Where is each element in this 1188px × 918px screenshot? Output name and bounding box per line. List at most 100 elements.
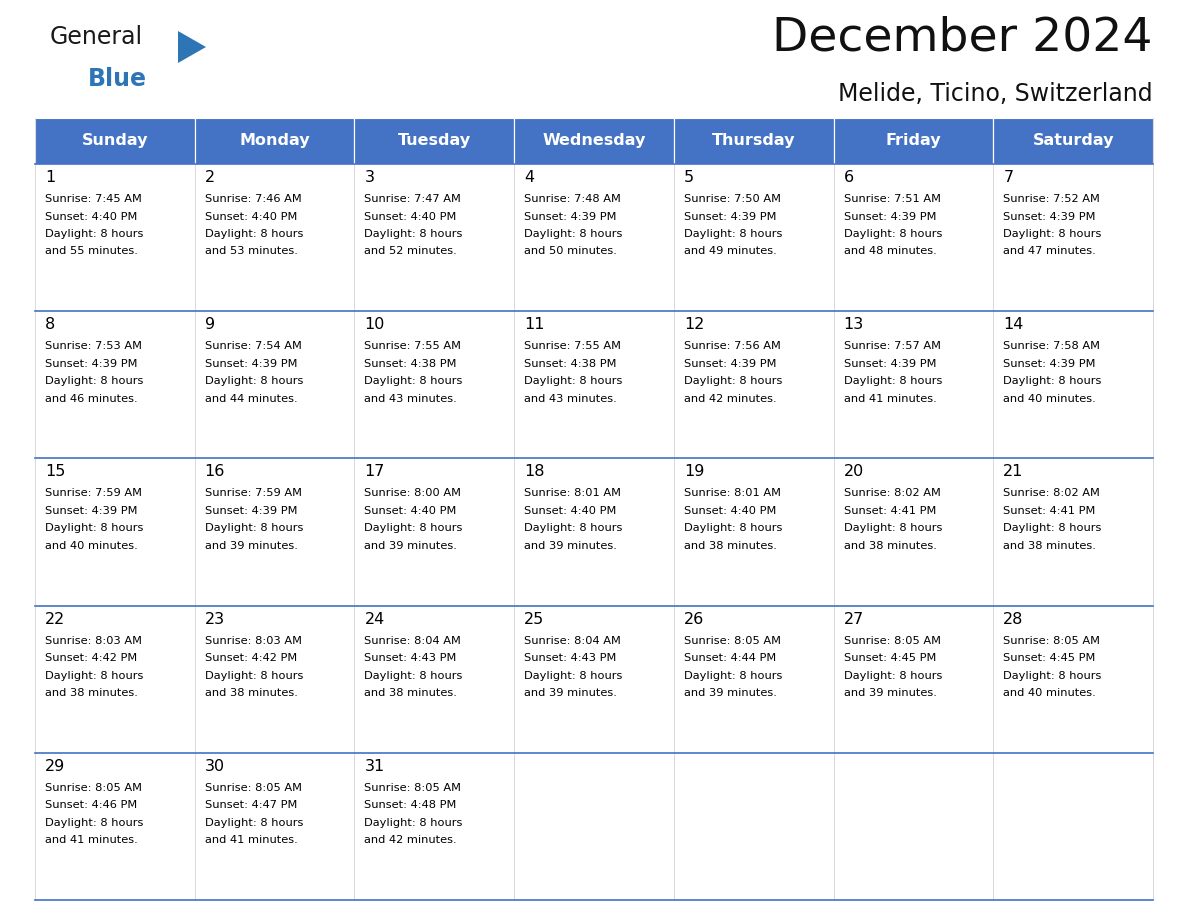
Bar (514, 753, 674, 900)
Text: Daylight: 8 hours: Daylight: 8 hours (1004, 376, 1101, 386)
Text: 20: 20 (843, 465, 864, 479)
Text: Daylight: 8 hours: Daylight: 8 hours (1004, 671, 1101, 680)
Text: 4: 4 (524, 170, 535, 185)
Text: Sunset: 4:39 PM: Sunset: 4:39 PM (843, 211, 936, 221)
Text: and 38 minutes.: and 38 minutes. (204, 688, 297, 698)
Text: Wednesday: Wednesday (542, 133, 646, 149)
Text: Daylight: 8 hours: Daylight: 8 hours (524, 229, 623, 239)
Text: Sunday: Sunday (82, 133, 148, 149)
Bar (993, 164, 1154, 311)
Bar (674, 118, 834, 164)
Text: Sunrise: 7:55 AM: Sunrise: 7:55 AM (365, 341, 461, 352)
Bar (195, 311, 354, 458)
Text: 14: 14 (1004, 318, 1024, 332)
Text: Sunset: 4:48 PM: Sunset: 4:48 PM (365, 800, 457, 811)
Text: Sunset: 4:41 PM: Sunset: 4:41 PM (843, 506, 936, 516)
Text: and 42 minutes.: and 42 minutes. (684, 394, 777, 404)
Text: Sunrise: 8:02 AM: Sunrise: 8:02 AM (843, 488, 941, 498)
Text: and 39 minutes.: and 39 minutes. (684, 688, 777, 698)
Text: Daylight: 8 hours: Daylight: 8 hours (1004, 523, 1101, 533)
Text: Sunrise: 8:05 AM: Sunrise: 8:05 AM (843, 635, 941, 645)
Bar (195, 458, 354, 606)
Bar (195, 606, 354, 753)
Bar (674, 753, 834, 900)
Bar (514, 164, 674, 311)
Bar (34, 164, 195, 311)
Bar (354, 118, 514, 164)
Bar (993, 753, 1154, 900)
Bar (354, 311, 514, 458)
Text: Sunrise: 8:05 AM: Sunrise: 8:05 AM (1004, 635, 1100, 645)
Bar (514, 311, 674, 458)
Text: Sunset: 4:39 PM: Sunset: 4:39 PM (204, 359, 297, 369)
Text: and 38 minutes.: and 38 minutes. (365, 688, 457, 698)
Text: Sunset: 4:39 PM: Sunset: 4:39 PM (204, 506, 297, 516)
Text: 18: 18 (524, 465, 544, 479)
Bar (354, 458, 514, 606)
Text: 21: 21 (1004, 465, 1024, 479)
Bar (514, 458, 674, 606)
Text: Sunset: 4:39 PM: Sunset: 4:39 PM (524, 211, 617, 221)
Text: 16: 16 (204, 465, 225, 479)
Text: and 39 minutes.: and 39 minutes. (524, 688, 617, 698)
Text: Sunrise: 7:54 AM: Sunrise: 7:54 AM (204, 341, 302, 352)
Text: 7: 7 (1004, 170, 1013, 185)
Bar (834, 606, 993, 753)
Bar (34, 606, 195, 753)
Text: and 41 minutes.: and 41 minutes. (843, 394, 936, 404)
Text: and 47 minutes.: and 47 minutes. (1004, 247, 1097, 256)
Text: Sunrise: 7:59 AM: Sunrise: 7:59 AM (204, 488, 302, 498)
Text: Daylight: 8 hours: Daylight: 8 hours (365, 523, 463, 533)
Text: Sunset: 4:39 PM: Sunset: 4:39 PM (843, 359, 936, 369)
Text: Sunrise: 8:05 AM: Sunrise: 8:05 AM (365, 783, 461, 793)
Bar (34, 118, 195, 164)
Text: Melide, Ticino, Switzerland: Melide, Ticino, Switzerland (839, 82, 1154, 106)
Bar (993, 606, 1154, 753)
Text: and 39 minutes.: and 39 minutes. (204, 541, 297, 551)
Text: Daylight: 8 hours: Daylight: 8 hours (45, 376, 144, 386)
Text: Sunset: 4:39 PM: Sunset: 4:39 PM (684, 211, 776, 221)
Text: Daylight: 8 hours: Daylight: 8 hours (204, 376, 303, 386)
Text: Sunset: 4:40 PM: Sunset: 4:40 PM (365, 506, 457, 516)
Text: Sunrise: 7:51 AM: Sunrise: 7:51 AM (843, 194, 941, 204)
Text: December 2024: December 2024 (772, 15, 1154, 60)
Text: and 55 minutes.: and 55 minutes. (45, 247, 138, 256)
Text: 9: 9 (204, 318, 215, 332)
Text: Daylight: 8 hours: Daylight: 8 hours (684, 229, 782, 239)
Text: Daylight: 8 hours: Daylight: 8 hours (45, 229, 144, 239)
Text: Sunset: 4:47 PM: Sunset: 4:47 PM (204, 800, 297, 811)
Text: Sunset: 4:39 PM: Sunset: 4:39 PM (1004, 359, 1095, 369)
Text: 23: 23 (204, 611, 225, 627)
Text: Daylight: 8 hours: Daylight: 8 hours (365, 229, 463, 239)
Bar (34, 458, 195, 606)
Text: and 49 minutes.: and 49 minutes. (684, 247, 777, 256)
Polygon shape (178, 31, 206, 63)
Text: Daylight: 8 hours: Daylight: 8 hours (45, 671, 144, 680)
Text: Daylight: 8 hours: Daylight: 8 hours (524, 523, 623, 533)
Text: Sunset: 4:43 PM: Sunset: 4:43 PM (365, 653, 457, 663)
Text: Sunset: 4:38 PM: Sunset: 4:38 PM (524, 359, 617, 369)
Text: Sunrise: 8:00 AM: Sunrise: 8:00 AM (365, 488, 461, 498)
Bar (514, 118, 674, 164)
Text: 2: 2 (204, 170, 215, 185)
Text: and 48 minutes.: and 48 minutes. (843, 247, 936, 256)
Text: Friday: Friday (885, 133, 941, 149)
Text: and 38 minutes.: and 38 minutes. (45, 688, 138, 698)
Text: and 38 minutes.: and 38 minutes. (684, 541, 777, 551)
Text: 30: 30 (204, 759, 225, 774)
Text: Sunset: 4:42 PM: Sunset: 4:42 PM (204, 653, 297, 663)
Text: Daylight: 8 hours: Daylight: 8 hours (524, 376, 623, 386)
Text: Thursday: Thursday (712, 133, 796, 149)
Text: 28: 28 (1004, 611, 1024, 627)
Bar (354, 753, 514, 900)
Text: Daylight: 8 hours: Daylight: 8 hours (365, 818, 463, 828)
Text: 31: 31 (365, 759, 385, 774)
Text: 6: 6 (843, 170, 854, 185)
Text: and 52 minutes.: and 52 minutes. (365, 247, 457, 256)
Bar (834, 311, 993, 458)
Text: Sunset: 4:40 PM: Sunset: 4:40 PM (684, 506, 776, 516)
Text: Sunrise: 8:02 AM: Sunrise: 8:02 AM (1004, 488, 1100, 498)
Text: and 40 minutes.: and 40 minutes. (1004, 394, 1097, 404)
Bar (195, 753, 354, 900)
Text: 19: 19 (684, 465, 704, 479)
